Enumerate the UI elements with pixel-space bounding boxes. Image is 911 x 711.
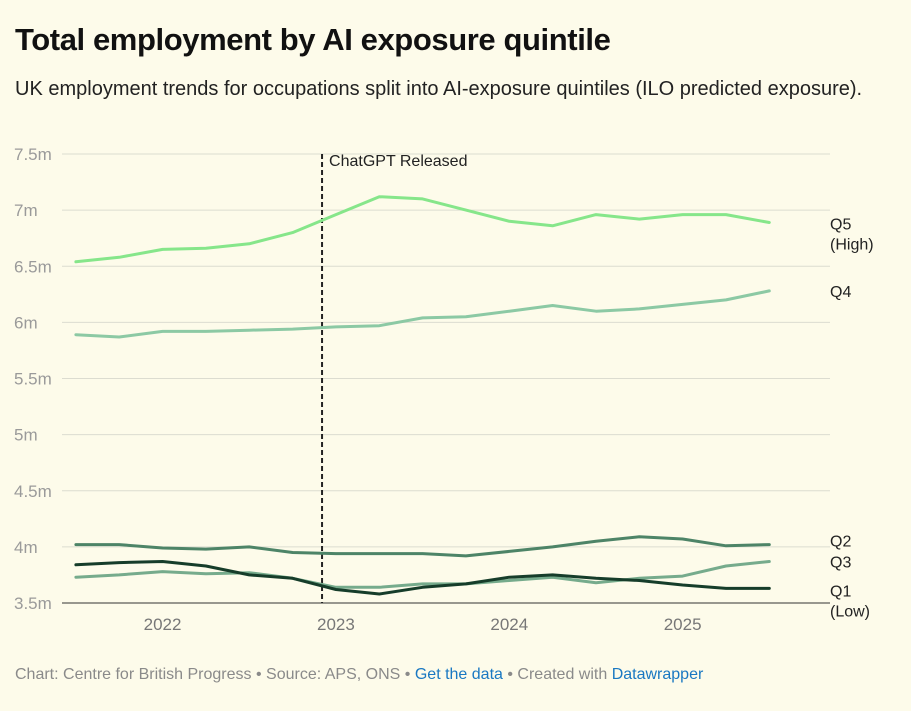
series-label-q1: Q1 (Low) bbox=[830, 583, 870, 620]
series-label-q1-line: Q1 bbox=[830, 583, 851, 600]
series-line-q2 bbox=[74, 535, 771, 558]
x-tick-label: 2024 bbox=[490, 615, 528, 634]
series-label-q1-line: (Low) bbox=[830, 603, 870, 620]
series-line-q5 bbox=[74, 195, 771, 264]
series-line-q3 bbox=[74, 560, 771, 589]
get-the-data-link[interactable]: Get the data bbox=[414, 666, 503, 683]
series-label-q5: Q5 (High) bbox=[830, 216, 874, 253]
y-tick-label: 7m bbox=[14, 201, 38, 220]
series-label-q5-line: Q5 bbox=[830, 216, 851, 233]
series-line-q4 bbox=[74, 289, 771, 339]
chart-credit: Chart: Centre for British Progress bbox=[15, 666, 252, 683]
source-text: Source: APS, ONS bbox=[266, 666, 401, 683]
x-tick-label: 2025 bbox=[664, 615, 702, 634]
chart-title: Total employment by AI exposure quintile bbox=[15, 22, 611, 57]
y-axis-ticks: 3.5m 4m 4.5m 5m 5.5m 6m 6.5m 7m 7.5m bbox=[14, 145, 52, 613]
footer-separator: • bbox=[255, 666, 262, 683]
gridlines bbox=[62, 153, 830, 604]
created-with-text: Created with bbox=[517, 666, 608, 683]
y-tick-label: 7.5m bbox=[14, 145, 52, 164]
series-label-q4-line: Q4 bbox=[830, 284, 851, 301]
series-label-q5-line: (High) bbox=[830, 236, 874, 253]
chart-footer: Chart: Centre for British Progress • Sou… bbox=[15, 666, 703, 684]
y-tick-label: 3.5m bbox=[14, 594, 52, 613]
series-label-q4: Q4 bbox=[830, 284, 851, 301]
x-tick-label: 2023 bbox=[317, 615, 355, 634]
annotation-group: ChatGPT Released bbox=[321, 153, 467, 603]
footer-separator: • bbox=[404, 666, 411, 683]
chatgpt-release-label: ChatGPT Released bbox=[329, 153, 467, 170]
series-label-q3-line: Q3 bbox=[830, 554, 851, 571]
datawrapper-link[interactable]: Datawrapper bbox=[611, 666, 704, 683]
y-tick-label: 6.5m bbox=[14, 257, 52, 276]
y-tick-label: 5m bbox=[14, 426, 38, 445]
series-labels: Q5 (High) Q4 Q3 Q2 Q1 (Low) bbox=[830, 216, 874, 620]
series-label-q3: Q3 bbox=[830, 554, 851, 571]
series-label-q2: Q2 bbox=[830, 534, 851, 551]
y-tick-label: 4.5m bbox=[14, 482, 52, 501]
chart-subtitle: UK employment trends for occupations spl… bbox=[15, 78, 863, 100]
y-tick-label: 5.5m bbox=[14, 370, 52, 389]
footer-separator: • bbox=[507, 666, 513, 683]
series-label-q2-line: Q2 bbox=[830, 534, 851, 551]
y-tick-label: 6m bbox=[14, 313, 38, 332]
series-lines bbox=[74, 195, 771, 596]
y-tick-label: 4m bbox=[14, 538, 38, 557]
series-line-q1 bbox=[74, 560, 771, 596]
x-axis-ticks: 2022 2023 2024 2025 bbox=[144, 615, 702, 634]
x-tick-label: 2022 bbox=[144, 615, 182, 634]
